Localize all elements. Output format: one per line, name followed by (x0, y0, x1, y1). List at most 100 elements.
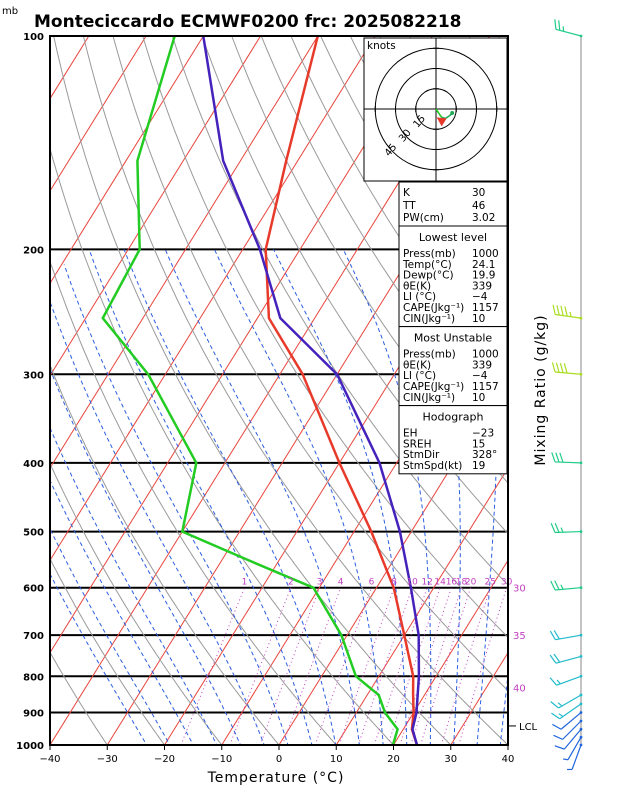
temperature-tick-label: 10 (330, 754, 343, 765)
wind-barb-feather (550, 580, 556, 591)
most-unstable-row-value: −4 (472, 370, 488, 382)
dry-adiabat-line (50, 557, 166, 745)
moist-adiabat-line (50, 527, 171, 745)
wind-barb-staff (562, 720, 582, 740)
wind-barb-feather (553, 653, 561, 663)
pressure-axis: 100 200 300 400 500 600 700 800 900 1000 (16, 32, 44, 752)
wind-barb-feather (549, 654, 557, 664)
wind-barb-feather (560, 527, 564, 533)
wind-barb-base (579, 735, 583, 739)
stability-tables: Lowest level Press(mb) 1000 Temp(°C) 24.1 Dew… (398, 225, 508, 475)
hodograph-row-value: 15 (472, 438, 485, 450)
wind-barb-base (579, 586, 583, 590)
wind-barb-feather (549, 630, 556, 640)
wind-barb-feather (563, 363, 568, 374)
wind-barb-staff (554, 461, 582, 464)
mixing-ratio-label: 4 (338, 578, 344, 588)
index-pw-label: PW(cm) (403, 212, 444, 224)
moist-adiabat-line (88, 249, 313, 745)
moist-adiabat-line (499, 670, 508, 745)
most-unstable-row-label: θE(K) (403, 359, 431, 371)
wind-barb-feather (554, 522, 560, 533)
theta-e-labels: 30 35 40 (513, 584, 526, 695)
mixing-ratio-line (259, 587, 321, 745)
wind-barb-base (579, 461, 583, 465)
isotherm-line (50, 36, 147, 192)
temperature-tick-label: 20 (387, 754, 400, 765)
dry-adiabat-line (82, 36, 508, 745)
most-unstable-row-value: 1000 (472, 349, 499, 361)
wind-barb-staff (558, 694, 582, 709)
mixing-ratio-label: 8 (391, 578, 397, 588)
wind-barb-feather (554, 745, 565, 750)
x-axis-label: Temperature (°C) (207, 770, 345, 786)
mixing-ratio-label: 30 (501, 578, 513, 588)
wind-barb-feather (569, 311, 572, 317)
hodograph-end-point (450, 111, 455, 116)
wind-barb-feather (557, 702, 563, 707)
isotherm-line (565, 36, 618, 745)
wind-barb-base (579, 372, 583, 376)
mixing-ratio-line (314, 587, 372, 745)
temperature-tick-label: −10 (211, 754, 232, 765)
mixing-ratio-line (399, 587, 452, 745)
moist-adiabat-line (50, 479, 194, 745)
mixing-ratio-label: 16 (446, 578, 458, 588)
index-k-value: 30 (472, 187, 485, 199)
wind-barb-base (579, 693, 583, 697)
mixing-ratio-line (229, 587, 292, 745)
mixing-ratio-label: 20 (465, 578, 477, 588)
wind-barb-staff (560, 712, 582, 730)
wind-barb-base (579, 727, 583, 731)
index-tt-value: 46 (472, 200, 486, 212)
lowest-level-row-value: 1000 (472, 248, 499, 260)
mixing-ratio-label: 1 (242, 578, 248, 588)
dry-adiabat-line (142, 36, 508, 639)
theta-e-label: 35 (513, 631, 526, 642)
isotherm-line (50, 36, 204, 285)
hodograph-trace (445, 115, 450, 120)
mixing-ratio-line (338, 587, 395, 745)
moist-adiabat-line (164, 249, 360, 745)
lowest-level-row-label: CIN(Jkg⁻¹) (403, 313, 455, 325)
isotherm-line (50, 36, 90, 100)
pressure-tick-label: 1000 (16, 741, 44, 752)
index-pw-value: 3.02 (472, 212, 495, 224)
hodograph-row-label: SREH (403, 438, 432, 450)
lowest-level-row-label: Temp(°C) (402, 259, 452, 271)
wind-barb-feather (556, 679, 561, 685)
wind-barb-feather (550, 523, 556, 533)
wind-barb-feather (560, 584, 564, 590)
isotherm-line (50, 36, 262, 377)
hodograph-row-label: StmDir (403, 449, 440, 461)
most-unstable-box (398, 326, 508, 407)
mixing-ratio-line (420, 587, 472, 745)
most-unstable-row-value: 10 (472, 392, 485, 404)
wind-barb-base (579, 34, 583, 38)
lowest-level-row-value: −4 (472, 291, 488, 303)
pressure-tick-label: 200 (23, 245, 44, 256)
mixing-ratio-label: 2 (288, 578, 294, 588)
wind-barb-feather (551, 712, 561, 720)
pressure-tick-label: 500 (23, 528, 44, 539)
mixing-ratio-lines (180, 587, 508, 745)
hodograph-row-label: EH (403, 428, 418, 440)
sounding-profiles (101, 36, 421, 745)
wind-barb-base (579, 530, 583, 533)
temperature-profile (264, 36, 419, 745)
moist-adiabat-line (50, 300, 265, 745)
hodograph-row-label: StmSpd(kt) (403, 460, 462, 472)
most-unstable-row-value: 339 (472, 359, 492, 371)
parcel-profile (202, 36, 421, 745)
lowest-level-row-label: θE(K) (403, 280, 431, 292)
pressure-tick-label: 300 (23, 370, 44, 381)
wind-barb-staff (567, 736, 582, 761)
moist-adiabat-line (213, 249, 384, 745)
dry-adiabat-lines (50, 36, 508, 745)
isotherm-line (164, 190, 508, 745)
isotherm-line (50, 36, 433, 654)
pressure-tick-label: 600 (23, 584, 44, 595)
temperature-tick-label: −30 (97, 754, 118, 765)
dry-adiabat-line (112, 36, 508, 692)
